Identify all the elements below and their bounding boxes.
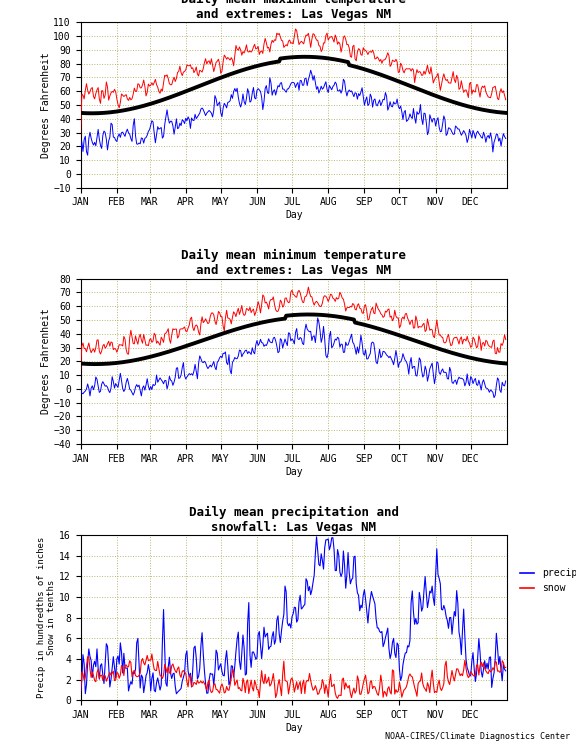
X-axis label: Day: Day bbox=[285, 210, 302, 221]
Legend: precip, snow: precip, snow bbox=[516, 565, 576, 597]
X-axis label: Day: Day bbox=[285, 723, 302, 733]
Y-axis label: Degrees Fahrenheit: Degrees Fahrenheit bbox=[40, 308, 51, 414]
Text: NOAA-CIRES/Climate Diagnostics Center: NOAA-CIRES/Climate Diagnostics Center bbox=[385, 732, 570, 741]
Title: Daily mean maximum temperature
and extremes: Las Vegas NM: Daily mean maximum temperature and extre… bbox=[181, 0, 406, 21]
Title: Daily mean minimum temperature
and extremes: Las Vegas NM: Daily mean minimum temperature and extre… bbox=[181, 250, 406, 277]
X-axis label: Day: Day bbox=[285, 466, 302, 477]
Y-axis label: Degrees Fahrenheit: Degrees Fahrenheit bbox=[40, 52, 51, 158]
Title: Daily mean precipitation and
snowfall: Las Vegas NM: Daily mean precipitation and snowfall: L… bbox=[189, 506, 399, 533]
Y-axis label: Precip in hundredths of inches
Snow in tenths: Precip in hundredths of inches Snow in t… bbox=[37, 537, 56, 698]
